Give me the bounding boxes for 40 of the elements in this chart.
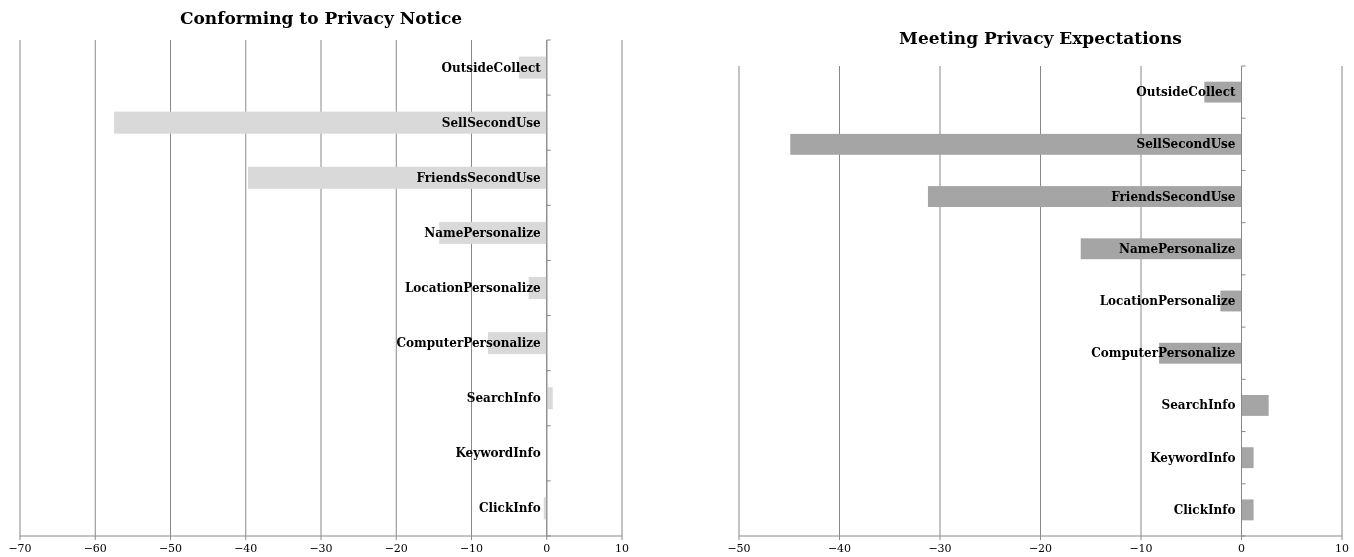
y-tick-label: NamePersonalize	[1118, 241, 1236, 256]
y-tick-label: FriendsSecondUse	[1111, 189, 1236, 204]
x-tick-label: −40	[234, 542, 258, 555]
y-tick-label: SellSecondUse	[1136, 137, 1236, 152]
y-tick-label: OutsideCollect	[441, 60, 542, 75]
y-tick-label: OutsideCollect	[1136, 85, 1236, 100]
bar	[1241, 395, 1269, 416]
x-tick-label: −10	[1129, 542, 1153, 555]
x-tick-label: 0	[1238, 542, 1245, 555]
x-tick-label: −40	[827, 542, 852, 555]
x-tick-label: −30	[309, 542, 333, 555]
x-tick-label: 0	[543, 542, 551, 555]
y-tick-label: ComputerPersonalize	[1091, 346, 1236, 361]
x-tick-label: 10	[1335, 542, 1349, 555]
y-tick-label: ClickInfo	[1173, 502, 1236, 517]
y-tick-label: ClickInfo	[478, 501, 541, 516]
y-tick-label: SellSecondUse	[441, 115, 542, 130]
y-tick-label: KeywordInfo	[455, 446, 541, 461]
chart-title: Meeting Privacy Expectations	[899, 28, 1182, 48]
x-tick-label: 10	[615, 542, 629, 555]
y-tick-label: NamePersonalize	[424, 225, 542, 240]
x-tick-label: −50	[727, 542, 751, 555]
y-tick-label: SearchInfo	[1161, 398, 1236, 413]
y-tick-label: LocationPersonalize	[1099, 294, 1236, 308]
y-tick-label: KeywordInfo	[1150, 450, 1236, 465]
bar	[790, 133, 1242, 155]
x-tick-label: −60	[83, 542, 107, 555]
y-tick-label: FriendsSecondUse	[416, 170, 542, 185]
x-tick-label: −10	[459, 542, 484, 555]
x-tick-label: −70	[8, 542, 32, 555]
bar	[1241, 499, 1254, 521]
y-tick-label: LocationPersonalize	[404, 281, 542, 295]
x-tick-label: −20	[1028, 542, 1053, 555]
chart-title: Conforming to Privacy Notice	[179, 8, 463, 28]
bar	[1241, 447, 1254, 469]
x-tick-label: −30	[928, 542, 952, 555]
y-tick-label: ComputerPersonalize	[396, 336, 542, 351]
x-tick-label: −50	[158, 542, 183, 555]
x-tick-label: −20	[384, 542, 408, 555]
y-tick-label: SearchInfo	[466, 391, 541, 406]
